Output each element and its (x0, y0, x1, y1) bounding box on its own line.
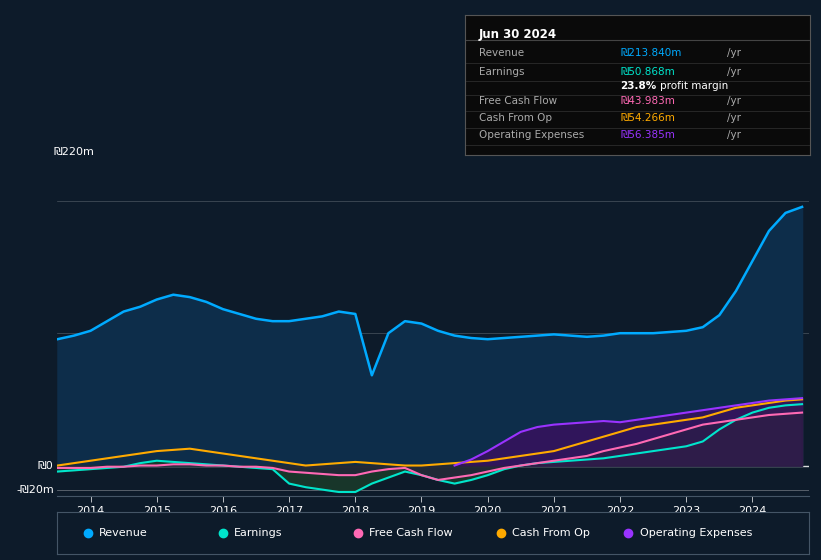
Text: Jun 30 2024: Jun 30 2024 (479, 27, 557, 41)
Text: /yr: /yr (727, 67, 741, 77)
Text: Earnings: Earnings (479, 67, 525, 77)
Text: /yr: /yr (727, 49, 741, 58)
Text: profit margin: profit margin (660, 81, 728, 91)
Text: /yr: /yr (727, 130, 741, 139)
Text: Cash From Op: Cash From Op (512, 529, 589, 538)
Text: /yr: /yr (727, 113, 741, 123)
Text: Revenue: Revenue (99, 529, 148, 538)
Text: Free Cash Flow: Free Cash Flow (369, 529, 453, 538)
Text: ₪56.385m: ₪56.385m (620, 130, 675, 139)
Text: Cash From Op: Cash From Op (479, 113, 552, 123)
Text: Operating Expenses: Operating Expenses (479, 130, 584, 139)
Text: Revenue: Revenue (479, 49, 524, 58)
Text: 23.8%: 23.8% (620, 81, 657, 91)
Text: /yr: /yr (727, 96, 741, 106)
Text: ₪43.983m: ₪43.983m (620, 96, 675, 106)
Text: ₪50.868m: ₪50.868m (620, 67, 675, 77)
Text: ₪213.840m: ₪213.840m (620, 49, 681, 58)
Text: -₪20m: -₪20m (16, 484, 53, 494)
Text: ₪0: ₪0 (38, 460, 53, 470)
Text: Earnings: Earnings (234, 529, 282, 538)
Text: Free Cash Flow: Free Cash Flow (479, 96, 557, 106)
Text: ₪220m: ₪220m (53, 147, 94, 157)
Text: ₪54.266m: ₪54.266m (620, 113, 675, 123)
Text: Operating Expenses: Operating Expenses (640, 529, 752, 538)
